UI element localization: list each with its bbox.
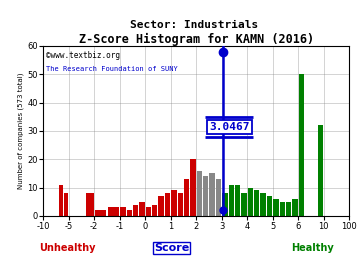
Text: 3.0467: 3.0467 bbox=[209, 122, 249, 132]
Text: Unhealthy: Unhealthy bbox=[40, 243, 96, 253]
Bar bbox=[64, 193, 68, 216]
Bar bbox=[59, 185, 63, 216]
Bar bbox=[120, 207, 126, 216]
Bar bbox=[267, 196, 272, 216]
Bar bbox=[158, 196, 164, 216]
Bar bbox=[171, 191, 177, 216]
Bar bbox=[108, 207, 119, 216]
Bar bbox=[248, 188, 253, 216]
Bar bbox=[203, 176, 208, 216]
Bar bbox=[260, 193, 266, 216]
Bar bbox=[95, 210, 106, 216]
Text: The Research Foundation of SUNY: The Research Foundation of SUNY bbox=[46, 66, 178, 72]
Bar bbox=[210, 173, 215, 216]
Text: ©www.textbiz.org: ©www.textbiz.org bbox=[46, 51, 120, 60]
Text: Score: Score bbox=[154, 243, 189, 253]
Bar bbox=[216, 179, 221, 216]
Bar bbox=[299, 74, 304, 216]
Bar bbox=[184, 179, 189, 216]
Y-axis label: Number of companies (573 total): Number of companies (573 total) bbox=[18, 73, 24, 189]
Bar bbox=[165, 193, 170, 216]
Bar bbox=[292, 199, 298, 216]
Bar bbox=[254, 191, 260, 216]
Bar bbox=[152, 205, 157, 216]
Bar bbox=[190, 159, 196, 216]
Bar bbox=[286, 202, 291, 216]
Text: Sector: Industrials: Sector: Industrials bbox=[130, 20, 258, 30]
Bar bbox=[222, 193, 228, 216]
Title: Z-Score Histogram for KAMN (2016): Z-Score Histogram for KAMN (2016) bbox=[78, 33, 314, 46]
Text: Healthy: Healthy bbox=[291, 243, 334, 253]
Bar bbox=[280, 202, 285, 216]
Bar bbox=[146, 207, 151, 216]
Bar bbox=[177, 193, 183, 216]
Bar bbox=[197, 171, 202, 216]
Bar bbox=[139, 202, 145, 216]
Bar bbox=[273, 199, 279, 216]
Bar bbox=[133, 205, 138, 216]
Bar bbox=[127, 210, 132, 216]
Bar bbox=[318, 125, 323, 216]
Bar bbox=[86, 193, 94, 216]
Bar bbox=[235, 185, 240, 216]
Bar bbox=[229, 185, 234, 216]
Bar bbox=[241, 193, 247, 216]
